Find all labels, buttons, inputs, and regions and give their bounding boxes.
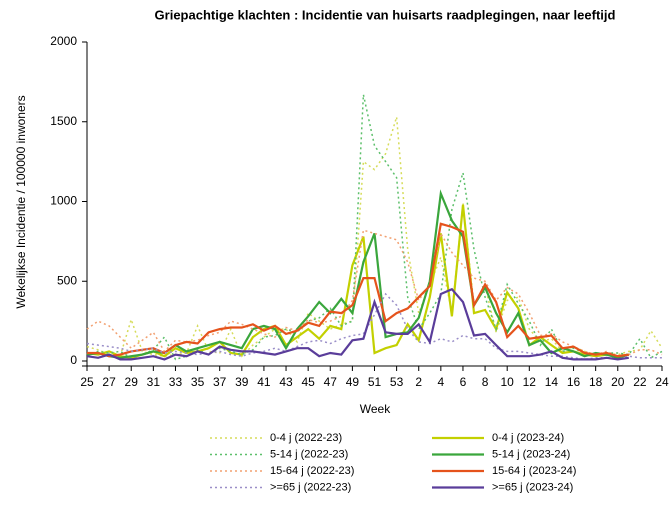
x-tick-label: 20 bbox=[611, 375, 625, 389]
series-line bbox=[86, 204, 629, 359]
x-tick-label: 18 bbox=[589, 375, 603, 389]
x-tick-label: 35 bbox=[191, 375, 205, 389]
y-tick-label: 500 bbox=[57, 273, 77, 287]
y-tick-label: 0 bbox=[70, 353, 77, 367]
x-tick-label: 27 bbox=[102, 375, 116, 389]
x-tick-label: 10 bbox=[501, 375, 515, 389]
x-tick-label: 37 bbox=[213, 375, 227, 389]
x-tick-label: 31 bbox=[147, 375, 161, 389]
x-tick-label: 53 bbox=[390, 375, 404, 389]
chart-title: Griepachtige klachten : Incidentie van h… bbox=[155, 7, 616, 22]
x-tick-label: 39 bbox=[235, 375, 249, 389]
legend-label: 15-64 j (2022-23) bbox=[270, 465, 354, 477]
series-line bbox=[86, 292, 662, 361]
x-tick-label: 24 bbox=[655, 375, 669, 389]
x-tick-label: 49 bbox=[346, 375, 360, 389]
x-tick-label: 47 bbox=[324, 375, 338, 389]
x-tick-label: 16 bbox=[567, 375, 581, 389]
legend-label: >=65 j (2023-24) bbox=[492, 481, 573, 493]
x-tick-label: 45 bbox=[301, 375, 315, 389]
x-tick-label: 33 bbox=[169, 375, 183, 389]
x-tick-label: 41 bbox=[257, 375, 271, 389]
series-line bbox=[86, 287, 629, 361]
y-axis-label: Wekelijkse Incidentie / 100000 inwoners bbox=[14, 95, 28, 308]
x-tick-label: 43 bbox=[279, 375, 293, 389]
x-tick-label: 25 bbox=[80, 375, 94, 389]
x-tick-label: 12 bbox=[523, 375, 537, 389]
x-tick-label: 4 bbox=[438, 375, 445, 389]
series-line bbox=[86, 229, 663, 357]
y-tick-label: 1500 bbox=[50, 114, 77, 128]
x-tick-label: 51 bbox=[368, 375, 382, 389]
x-tick-label: 14 bbox=[545, 375, 559, 389]
legend-label: >=65 j (2022-23) bbox=[270, 481, 351, 493]
legend-label: 0-4 j (2022-23) bbox=[270, 432, 342, 444]
x-tick-label: 8 bbox=[482, 375, 489, 389]
x-tick-label: 29 bbox=[125, 375, 139, 389]
legend-label: 5-14 j (2023-24) bbox=[492, 448, 570, 460]
series-line bbox=[86, 94, 663, 361]
x-tick-label: 6 bbox=[460, 375, 467, 389]
x-tick-label: 22 bbox=[633, 375, 647, 389]
legend-label: 5-14 j (2022-23) bbox=[270, 448, 348, 460]
y-tick-label: 2000 bbox=[50, 34, 77, 48]
series-line bbox=[87, 222, 629, 358]
x-tick-label: 2 bbox=[415, 375, 422, 389]
legend-label: 0-4 j (2023-24) bbox=[492, 432, 564, 444]
y-tick-label: 1000 bbox=[50, 194, 77, 208]
series-line bbox=[86, 189, 630, 359]
legend-label: 15-64 j (2023-24) bbox=[492, 465, 576, 477]
x-axis-label: Week bbox=[360, 402, 391, 416]
